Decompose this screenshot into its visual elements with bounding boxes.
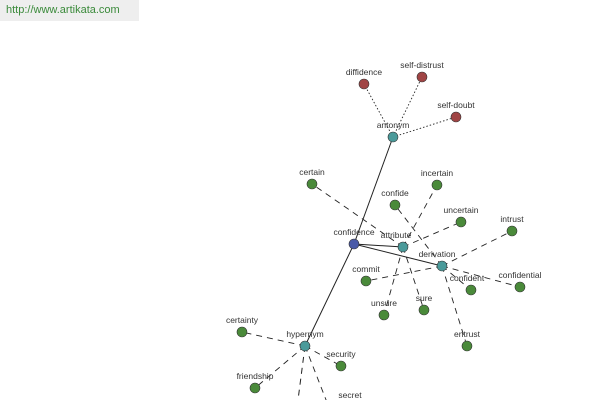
- node-label: self-doubt: [437, 100, 475, 110]
- edge: [363, 83, 394, 138]
- edge: [353, 243, 404, 248]
- node: [348, 238, 360, 250]
- node-label: certainty: [226, 315, 259, 325]
- node-label: confident: [450, 273, 485, 283]
- edge: [402, 184, 438, 248]
- node: [506, 225, 518, 237]
- node: [236, 326, 248, 338]
- node-label: hypernym: [286, 329, 323, 339]
- node-label: confidence: [333, 227, 374, 237]
- node-label: commit: [352, 264, 380, 274]
- node-label: secret: [338, 390, 362, 400]
- node-label: certain: [299, 167, 325, 177]
- node-label: confide: [381, 188, 409, 198]
- node: [461, 340, 473, 352]
- edge: [402, 246, 425, 311]
- node: [455, 216, 467, 228]
- edge: [392, 116, 457, 138]
- node: [450, 111, 462, 123]
- node-label: incertain: [421, 168, 453, 178]
- edge: [441, 230, 513, 267]
- edge: [441, 265, 521, 288]
- node: [299, 340, 311, 352]
- node: [306, 178, 318, 190]
- node: [431, 179, 443, 191]
- node-label: self-distrust: [400, 60, 444, 70]
- edge: [353, 243, 443, 267]
- edge: [441, 265, 468, 347]
- node: [389, 199, 401, 211]
- node: [358, 78, 370, 90]
- node: [335, 360, 347, 372]
- node: [360, 275, 372, 287]
- node-label: confidential: [498, 270, 541, 280]
- node-label: entrust: [454, 329, 481, 339]
- node: [418, 304, 430, 316]
- edge: [365, 265, 443, 282]
- site-link[interactable]: http://www.artikata.com: [6, 4, 120, 16]
- node: [249, 382, 261, 394]
- node: [387, 131, 399, 143]
- edge: [392, 76, 423, 138]
- edge: [402, 221, 462, 248]
- node-label: friendship: [237, 371, 274, 381]
- node-label: unsure: [371, 298, 397, 308]
- node-label: uncertain: [444, 205, 479, 215]
- node: [465, 284, 477, 296]
- edge: [297, 345, 306, 400]
- node-label: security: [326, 349, 356, 359]
- node-label: intrust: [500, 214, 524, 224]
- edge: [304, 345, 342, 367]
- edge: [383, 246, 404, 316]
- node: [436, 260, 448, 272]
- edge: [394, 204, 443, 267]
- node: [378, 309, 390, 321]
- node: [514, 281, 526, 293]
- edge: [353, 136, 394, 245]
- node-label: sure: [416, 293, 433, 303]
- edge: [304, 345, 327, 400]
- node-label: diffidence: [346, 67, 383, 77]
- node: [416, 71, 428, 83]
- edge: [311, 183, 404, 248]
- node-label: derivation: [419, 249, 456, 259]
- node-label: attribute: [381, 230, 412, 240]
- edge: [304, 243, 355, 347]
- node-label: antonym: [377, 120, 410, 130]
- edge: [254, 345, 306, 389]
- header-bar: http://www.artikata.com: [0, 0, 139, 21]
- node: [397, 241, 409, 253]
